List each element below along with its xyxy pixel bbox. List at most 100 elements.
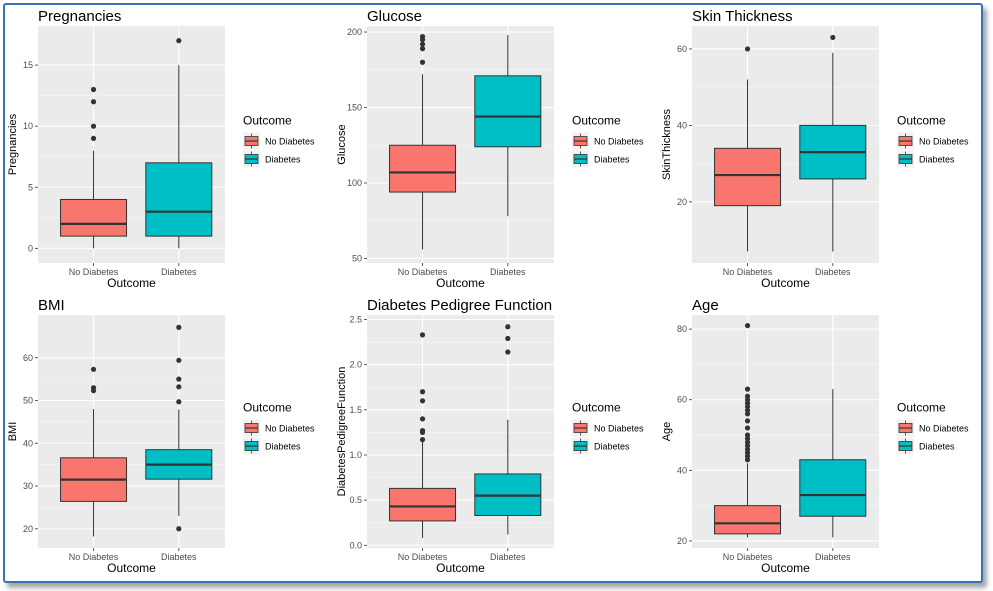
plot-4: BMI 20 30 40 50 60 No Diabetes Diabetes Outcome B… [7, 297, 315, 575]
outlier-point [744, 432, 751, 438]
y-tick-label: 50 [352, 253, 362, 263]
outlier-point [176, 399, 182, 405]
legend: Outcome No Diabetes Diabetes [572, 401, 644, 455]
panel-background [38, 315, 225, 548]
outlier-point [744, 386, 751, 392]
x-axis-label: Outcome [436, 561, 485, 575]
legend: Outcome No Diabetes Diabetes [243, 401, 315, 455]
y-tick-label: 20 [677, 536, 687, 546]
plot-title: Diabetes Pedigree Function [367, 297, 552, 314]
box-no-diabetes [60, 86, 128, 249]
outlier-point [90, 123, 97, 129]
legend-label: Diabetes [919, 155, 955, 165]
outlier-point [419, 41, 426, 47]
y-tick-label: 1.5 [349, 405, 362, 415]
outlier-point [744, 322, 751, 329]
y-tick-label: 200 [347, 27, 362, 37]
outlier-point [419, 427, 426, 434]
legend: Outcome No Diabetes Diabetes [897, 401, 969, 455]
outlier-point [419, 416, 426, 422]
legend-title: Outcome [897, 114, 946, 128]
iqr-box [799, 459, 867, 517]
y-tick-label: 50 [23, 396, 33, 406]
iqr-box [714, 505, 782, 535]
box-no-diabetes [714, 46, 782, 252]
y-tick-label: 2.0 [349, 360, 362, 370]
x-tick-label: Diabetes [490, 267, 526, 277]
iqr-box [389, 487, 457, 522]
x-axis-label: Outcome [761, 276, 810, 290]
y-axis-label: BMI [7, 422, 19, 442]
outlier-point [419, 33, 426, 40]
outlier-point [176, 384, 182, 390]
y-tick-label: 20 [23, 524, 33, 534]
outlier-point [90, 366, 97, 372]
y-tick-label: 150 [347, 103, 362, 113]
x-axis-label: Outcome [107, 561, 156, 575]
outlier-point [90, 99, 97, 105]
y-tick-label: 20 [677, 197, 687, 207]
plot-6: Age 20 40 60 80 No Diabetes Diabetes Outcome Age… [661, 297, 969, 575]
outlier-point [176, 526, 182, 532]
plot-title: Age [692, 297, 719, 314]
legend-label: Diabetes [265, 155, 301, 165]
legend-title: Outcome [897, 401, 946, 415]
y-tick-label: 5 [28, 182, 33, 192]
box-diabetes [145, 38, 213, 249]
y-tick-label: 60 [677, 395, 687, 405]
x-tick-label: Diabetes [490, 552, 526, 562]
box-no-diabetes [714, 322, 782, 538]
legend-label: No Diabetes [919, 137, 969, 147]
outlier-point [90, 385, 97, 391]
x-tick-label: No Diabetes [723, 267, 773, 277]
outlier-point [744, 425, 751, 431]
legend: Outcome No Diabetes Diabetes [572, 114, 644, 168]
box-diabetes [799, 389, 867, 538]
legend-label: No Diabetes [265, 424, 315, 434]
x-tick-label: Diabetes [815, 552, 851, 562]
box-diabetes [145, 324, 213, 532]
y-tick-label: 0 [28, 243, 33, 253]
plot-title: Skin Thickness [692, 8, 793, 25]
box-no-diabetes [389, 332, 457, 539]
y-tick-label: 2.5 [349, 315, 362, 325]
y-tick-label: 40 [23, 438, 33, 448]
y-tick-label: 40 [677, 120, 687, 130]
y-tick-label: 0.5 [349, 495, 362, 505]
y-axis-label: DiabetesPedigreeFunction [336, 367, 348, 497]
y-tick-label: 0.0 [349, 540, 362, 550]
x-tick-label: Diabetes [815, 267, 851, 277]
box-diabetes [474, 324, 542, 535]
plot-title: BMI [38, 297, 65, 314]
legend-label: No Diabetes [594, 137, 644, 147]
y-axis-label: SkinThickness [661, 109, 673, 180]
box-diabetes [799, 34, 867, 252]
legend-label: Diabetes [594, 155, 630, 165]
iqr-box [474, 75, 542, 148]
box-no-diabetes [60, 366, 128, 537]
legend-title: Outcome [243, 401, 292, 415]
y-tick-label: 10 [23, 121, 33, 131]
legend-label: No Diabetes [265, 137, 315, 147]
outlier-point [419, 437, 426, 443]
plot-title: Glucose [367, 8, 422, 25]
y-tick-label: 60 [23, 353, 33, 363]
outlier-point [90, 135, 97, 141]
y-axis-label: Age [661, 422, 673, 442]
outlier-point [419, 398, 426, 404]
legend-title: Outcome [243, 114, 292, 128]
legend-label: Diabetes [265, 442, 301, 452]
y-tick-label: 100 [347, 178, 362, 188]
iqr-box [60, 198, 128, 237]
outlier-point [744, 418, 751, 424]
outlier-point [419, 389, 426, 395]
y-axis-label: Pregnancies [7, 113, 19, 175]
legend-label: Diabetes [594, 442, 630, 452]
outlier-point [830, 34, 836, 41]
outlier-point [744, 393, 751, 399]
outlier-point [176, 324, 182, 330]
legend-label: No Diabetes [919, 424, 969, 434]
outlier-point [176, 357, 182, 363]
x-tick-label: No Diabetes [69, 552, 119, 562]
